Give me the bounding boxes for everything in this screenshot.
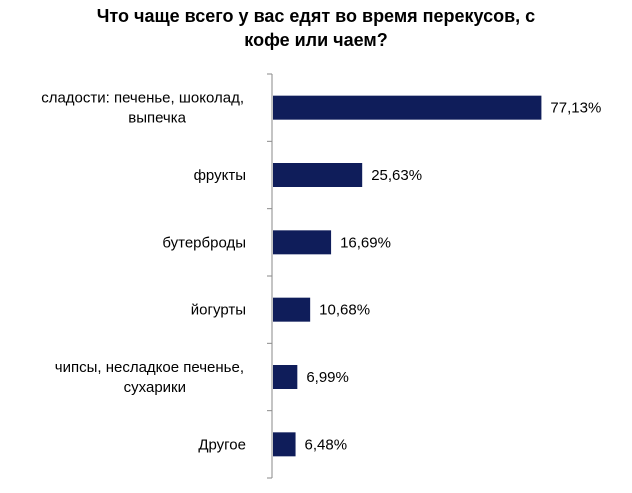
category-label-line: бутерброды	[162, 234, 246, 251]
value-label-2: 16,69%	[340, 234, 391, 251]
category-label-line: чипсы, несладкое печенье,	[55, 359, 244, 376]
category-label-1: фрукты	[194, 167, 246, 184]
value-label-1: 25,63%	[371, 167, 422, 184]
chart-title-line-1: Что чаще всего у вас едят во время перек…	[96, 6, 536, 26]
category-label-5: Другое	[198, 436, 246, 453]
category-label-line: сладости: печенье, шоколад,	[41, 90, 244, 107]
bar-2	[273, 230, 332, 255]
category-label-line: фрукты	[194, 167, 246, 184]
bar-4	[273, 365, 298, 389]
chart-title-line-2: кофе или чаем?	[244, 30, 388, 50]
chart-title: Что чаще всего у вас едят во время перек…	[0, 4, 632, 52]
value-label-4: 6,99%	[306, 369, 349, 386]
category-label-line: сухарики	[124, 379, 186, 396]
category-label-0: сладости: печенье, шоколад, выпечка	[41, 90, 244, 127]
category-label-line: йогурты	[191, 302, 246, 319]
category-label-line: Другое	[198, 436, 246, 453]
value-label-5: 6,48%	[305, 436, 348, 453]
category-label-2: бутерброды	[162, 234, 246, 251]
bar-0	[273, 95, 542, 120]
value-label-3: 10,68%	[319, 302, 370, 319]
bar-1	[273, 163, 363, 187]
category-label-4: чипсы, несладкое печенье, сухарики	[55, 359, 244, 396]
bar-5	[273, 432, 296, 457]
value-label-0: 77,13%	[550, 100, 601, 117]
category-label-3: йогурты	[191, 302, 246, 319]
category-label-line: выпечка	[128, 110, 186, 127]
bar-3	[273, 297, 311, 322]
